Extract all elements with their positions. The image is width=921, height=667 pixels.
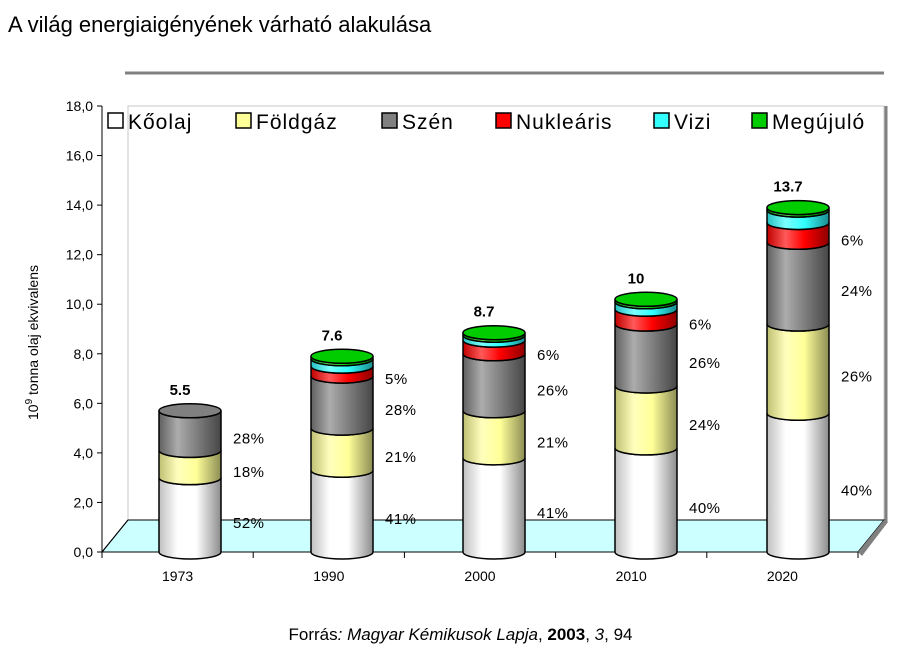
data-labels: 52% 18% 28% 5.5 41% 21% 28% 5% 7.6 41% 21% 26% 6% 8.7… [170,179,873,532]
legend-label: Megújuló [772,111,865,134]
total-label: 10 [628,270,645,287]
bar-segment [310,375,374,436]
legend-swatch [495,112,512,129]
legend-swatch [653,112,670,129]
bar-cap [614,291,678,308]
segment-label: 24% [841,283,873,300]
legend-label: Vizi [674,111,711,134]
legend-label: Földgáz [256,111,338,134]
total-label: 8.7 [474,304,495,321]
legend-swatch [751,112,768,129]
legend-swatch [235,112,252,129]
segment-label: 6% [689,317,712,334]
segment-label: 6% [841,232,864,249]
y-tick-label: 2,0 [74,494,94,510]
legend: Kőolaj Földgáz Szén Nukleáris Vizi Megújuló [107,111,865,134]
segment-label: 26% [841,369,873,386]
bar-segment [614,323,678,394]
segment-label: 41% [537,505,569,522]
bar-segment [614,447,678,560]
x-tick-label: 2010 [616,568,647,584]
chart-title: A világ energiaigényének várható alakulá… [8,12,432,37]
source-citation: Forrás: Magyar Kémikusok Lapja, 2003, 3,… [288,625,633,644]
bar-segment [462,457,526,560]
segment-label: 40% [841,483,873,500]
y-tick-label: 0,0 [74,544,94,560]
y-axis-ticks: 0,0 2,0 4,0 6,0 8,0 10,0 12,0 14,0 16,0 18,0 [66,98,102,560]
segment-label: 6% [537,347,560,364]
legend-label: Kőolaj [128,111,192,134]
segment-label: 40% [689,500,721,517]
x-axis-ticks: 1973 1990 2000 2010 2020 [101,552,859,584]
side-wall-edge [101,519,129,553]
total-label: 5.5 [170,382,191,399]
segment-label: 21% [537,434,569,451]
y-tick-label: 18,0 [66,98,93,114]
bar-segment [766,323,830,421]
bar-segment [766,413,830,560]
legend-label: Nukleáris [516,111,613,134]
segment-label: 41% [385,511,417,528]
segment-label: 28% [233,431,265,448]
bar-cap [158,403,222,419]
y-tick-label: 8,0 [74,346,94,362]
y-tick-label: 6,0 [74,395,94,411]
bar-segment [462,410,526,466]
bar-cap [462,324,526,341]
segment-label: 21% [385,449,417,466]
legend-label: Szén [402,111,454,134]
y-tick-label: 16,0 [66,148,93,164]
bars-group [158,199,830,560]
bar-cap [766,199,830,216]
y-tick-label: 12,0 [66,247,93,263]
y-axis-label: 109 tonna olaj ekvivalens [24,265,41,420]
legend-swatch [381,112,398,129]
segment-label: 52% [233,515,265,532]
bar-segment [614,385,678,456]
y-tick-label: 10,0 [66,296,93,312]
total-label: 13.7 [773,179,802,196]
bar-segment [766,242,830,332]
segment-label: 5% [385,371,408,388]
segment-label: 26% [689,355,721,372]
x-tick-label: 1973 [162,568,193,584]
segment-label: 24% [689,417,721,434]
y-tick-label: 14,0 [66,197,93,213]
total-label: 7.6 [322,327,343,344]
legend-swatch [107,112,124,129]
bar-segment [462,353,526,419]
y-tick-label: 4,0 [74,445,94,461]
floor-shadow-edge [858,520,888,556]
segment-label: 28% [385,402,417,419]
bar-segment [310,470,374,560]
bar-cap [310,348,374,365]
x-tick-label: 2000 [464,568,495,584]
segment-label: 18% [233,464,265,481]
segment-label: 26% [537,382,569,399]
x-tick-label: 2020 [767,568,798,584]
x-tick-label: 1990 [313,568,344,584]
bar-segment [158,477,222,560]
